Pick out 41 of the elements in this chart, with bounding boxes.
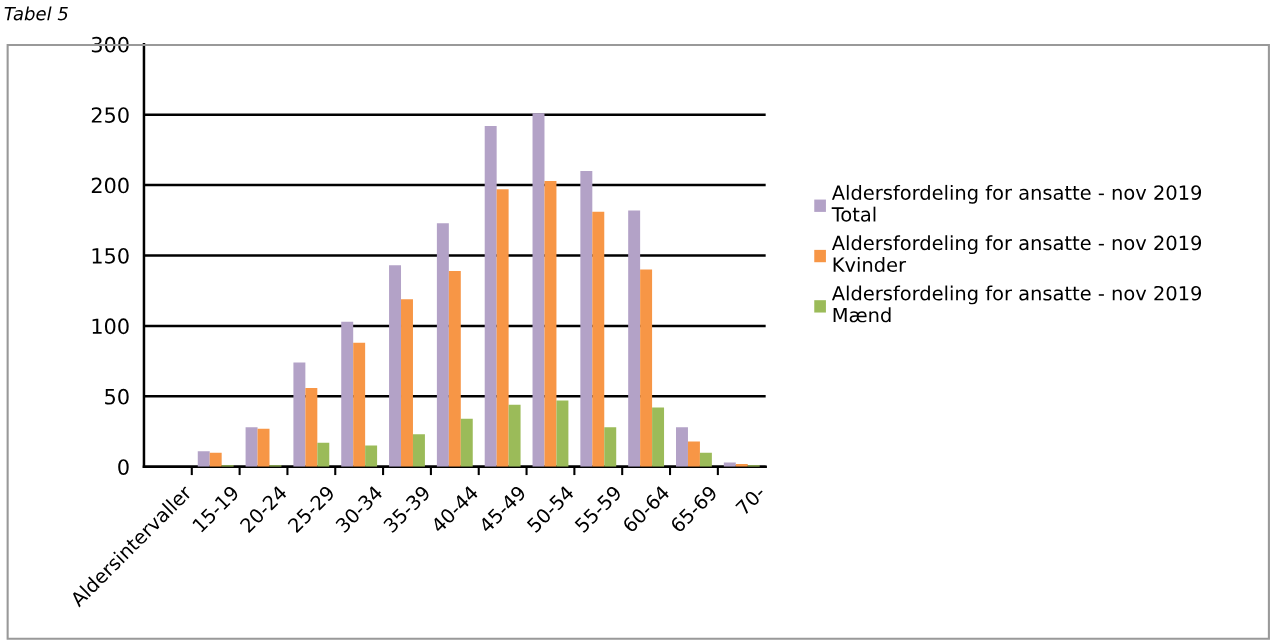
bar <box>341 321 354 467</box>
y-tick-label: 150 <box>92 247 129 264</box>
bar <box>496 189 509 467</box>
bar <box>365 445 378 467</box>
bar <box>592 211 605 467</box>
legend-label: Aldersfordeling for ansatte - nov 2019 Total <box>831 184 1202 222</box>
bar <box>687 441 700 467</box>
bar <box>544 180 557 467</box>
bar <box>508 404 521 467</box>
y-tick-label: 200 <box>91 177 129 194</box>
bar <box>532 113 545 467</box>
y-tick-label: 50 <box>105 388 129 405</box>
bar <box>389 265 402 467</box>
chart-title: Tabel 5 <box>4 6 68 21</box>
bar <box>484 125 497 467</box>
x-tick-label: 70- <box>735 484 767 516</box>
bar <box>580 171 593 467</box>
bar <box>245 427 258 467</box>
bar <box>317 442 330 467</box>
bar <box>676 427 688 467</box>
bar <box>353 342 366 467</box>
bar <box>604 427 617 467</box>
legend-label: Aldersfordeling for ansatte - nov 2019 Mænd <box>831 285 1202 323</box>
bar <box>412 434 425 467</box>
bar <box>436 223 449 467</box>
y-tick-label: 100 <box>92 318 129 335</box>
bar <box>460 418 473 467</box>
legend-label: Aldersfordeling for ansatte - nov 2019 Kvinder <box>831 235 1202 273</box>
y-tick-label: 250 <box>91 107 129 123</box>
bar <box>197 451 210 467</box>
bar <box>209 452 222 467</box>
bar <box>305 387 318 467</box>
bar <box>556 400 569 467</box>
bar <box>401 299 413 467</box>
bar <box>628 210 641 467</box>
y-tick-label: 0 <box>118 459 129 475</box>
bar <box>640 269 653 467</box>
bar <box>652 407 665 467</box>
bar <box>293 362 306 467</box>
bar <box>448 271 461 467</box>
bar <box>699 452 712 467</box>
